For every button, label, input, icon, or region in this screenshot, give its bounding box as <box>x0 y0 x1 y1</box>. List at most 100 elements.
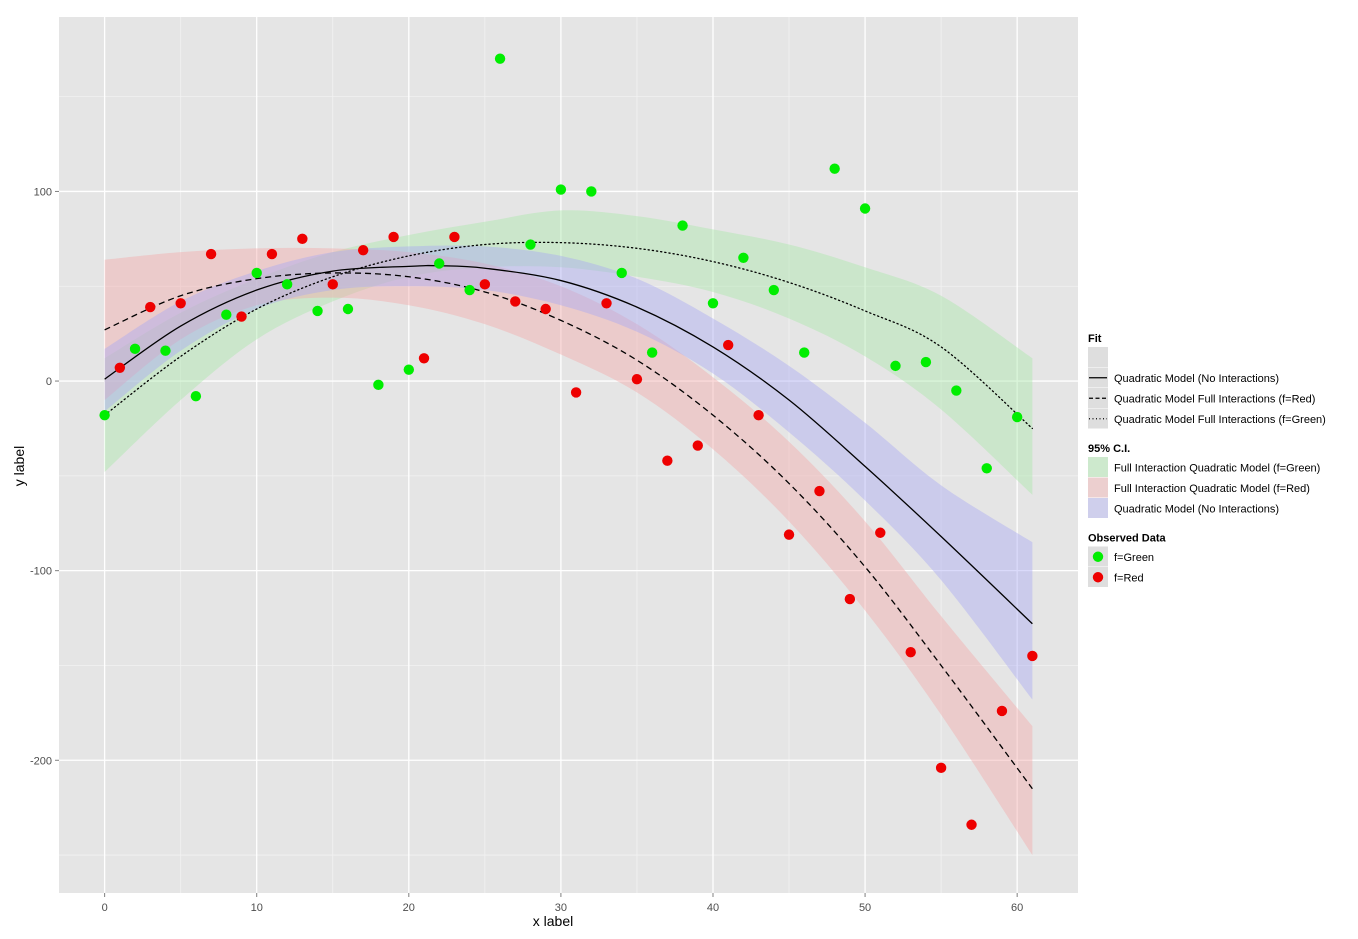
data-point-green <box>890 360 901 372</box>
legend-title: Observed Data <box>1088 533 1167 545</box>
data-point-red <box>722 339 734 351</box>
data-point-green <box>738 252 749 264</box>
y-axis-title: y label <box>11 446 27 486</box>
panel-background <box>59 17 1078 893</box>
data-point-red <box>631 373 643 385</box>
data-point-green <box>494 53 506 64</box>
data-point-red <box>662 455 673 466</box>
data-point-green <box>920 356 932 368</box>
data-point-red <box>570 387 582 398</box>
legend-label: Quadratic Model (No Interactions) <box>1114 373 1279 385</box>
data-point-green <box>434 258 445 269</box>
data-point-red <box>814 485 825 497</box>
data-point-green <box>646 347 658 358</box>
data-point-red <box>875 527 886 538</box>
legend-label: Quadratic Model Full Interactions (f=Gre… <box>1114 414 1326 426</box>
data-point-green <box>707 298 719 309</box>
data-point-green <box>859 203 871 214</box>
data-point-green <box>373 379 384 391</box>
data-point-red <box>692 440 703 451</box>
y-tick-label: -200 <box>30 755 52 767</box>
x-tick-label: 30 <box>555 902 567 914</box>
grid-lines <box>59 17 1078 893</box>
data-point-green <box>99 409 110 421</box>
legend-title: 95% C.I. <box>1088 443 1130 455</box>
legend-item: Quadratic Model (No Interactions) <box>1088 367 1279 388</box>
data-point-green <box>281 279 293 290</box>
data-point-green <box>312 305 323 317</box>
data-point-red <box>388 231 399 243</box>
data-point-green <box>251 267 262 279</box>
legend-label: Full Interaction Quadratic Model (f=Red) <box>1114 483 1310 495</box>
x-tick-label: 40 <box>707 902 719 914</box>
data-point-red <box>540 303 551 315</box>
data-point-green <box>981 463 992 474</box>
data-point-green <box>951 385 962 396</box>
legend-item <box>1088 347 1108 367</box>
legend-key <box>1088 408 1108 429</box>
legend-item: Quadratic Model (No Interactions) <box>1088 498 1279 518</box>
fit-line-green <box>103 241 1034 430</box>
observed-points <box>99 53 1038 830</box>
fit-lines <box>103 241 1034 790</box>
legend-key <box>1088 457 1108 477</box>
data-point-red <box>783 529 795 540</box>
x-tick-label: 20 <box>403 902 415 914</box>
x-tick-label: 10 <box>251 902 263 914</box>
axes: 0 10 20 30 40 50 60 -200 -100 0 100 <box>30 186 1023 914</box>
data-point-red <box>236 311 247 322</box>
x-tick-label: 50 <box>859 902 871 914</box>
data-point-green <box>829 163 840 174</box>
x-axis-title: x label <box>533 913 573 929</box>
data-point-red <box>966 819 977 830</box>
legend-label: Quadratic Model (No Interactions) <box>1114 503 1279 515</box>
data-point-red <box>357 245 369 256</box>
data-point-green <box>464 284 475 296</box>
y-tick-label: 100 <box>34 186 52 198</box>
data-point-red <box>601 298 612 309</box>
legend-label: f=Red <box>1114 572 1144 584</box>
data-point-green <box>221 309 232 320</box>
legend-item: f=Green <box>1088 546 1154 567</box>
legend-title: Fit <box>1088 333 1102 345</box>
legend-item: Full Interaction Quadratic Model (f=Gree… <box>1088 457 1320 477</box>
ci-band-red <box>104 247 1033 856</box>
data-point-red <box>479 279 491 290</box>
fit-line-red <box>104 272 1033 790</box>
legend-key <box>1088 477 1108 498</box>
data-point-red <box>114 362 126 373</box>
data-point-red <box>145 301 156 313</box>
y-tick-label: 0 <box>46 376 52 388</box>
fit-line-no-interactions <box>104 264 1033 625</box>
y-tick-label: -100 <box>30 566 52 578</box>
data-point-red <box>1027 650 1038 662</box>
data-point-red <box>510 296 521 307</box>
data-point-green <box>1011 411 1023 423</box>
legend-point-key <box>1092 551 1104 562</box>
data-point-red <box>905 646 916 658</box>
data-point-green <box>555 184 567 195</box>
legend-item: Quadratic Model Full Interactions (f=Gre… <box>1088 408 1326 429</box>
data-point-green <box>160 345 171 356</box>
data-point-red <box>205 248 217 260</box>
ci-band-blue <box>104 245 1033 700</box>
data-point-green <box>768 284 780 296</box>
data-point-red <box>297 233 308 245</box>
data-point-red <box>753 409 764 421</box>
x-tick-label: 60 <box>1011 902 1023 914</box>
legend-label: Quadratic Model Full Interactions (f=Red… <box>1114 393 1315 405</box>
data-point-green <box>129 343 141 355</box>
data-point-green <box>677 220 688 231</box>
data-point-green <box>616 267 627 279</box>
legend-item: Quadratic Model Full Interactions (f=Red… <box>1088 388 1315 408</box>
legend-label: f=Green <box>1114 552 1154 564</box>
legend-point-key <box>1092 572 1104 583</box>
data-point-red <box>935 762 947 774</box>
data-point-green <box>586 186 597 197</box>
data-point-red <box>449 231 460 243</box>
data-point-red <box>327 279 338 290</box>
legend-item: f=Red <box>1088 567 1144 587</box>
data-point-red <box>266 248 278 260</box>
data-point-green <box>799 347 810 358</box>
